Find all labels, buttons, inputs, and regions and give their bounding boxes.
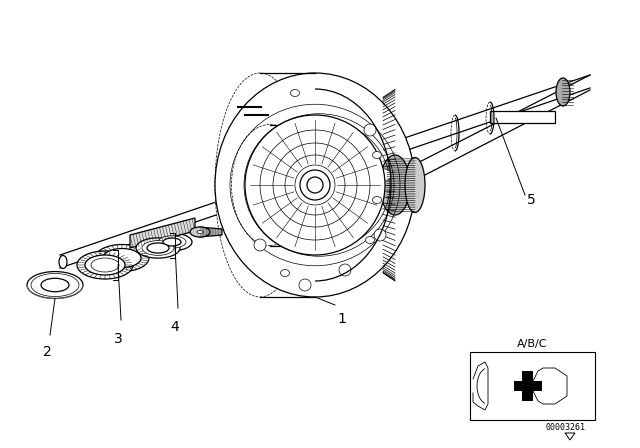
Ellipse shape	[280, 270, 289, 276]
Ellipse shape	[41, 278, 69, 292]
Ellipse shape	[307, 177, 323, 193]
Ellipse shape	[372, 197, 381, 203]
Ellipse shape	[254, 239, 266, 251]
Ellipse shape	[190, 227, 210, 237]
Ellipse shape	[260, 125, 370, 246]
Text: 4: 4	[171, 320, 179, 334]
Ellipse shape	[405, 158, 425, 212]
Bar	[513, 381, 541, 391]
Polygon shape	[199, 227, 222, 237]
Ellipse shape	[27, 271, 83, 298]
Ellipse shape	[299, 279, 311, 291]
Ellipse shape	[364, 124, 376, 136]
Bar	[470, 352, 595, 420]
Ellipse shape	[103, 249, 141, 267]
Text: A/B/C: A/B/C	[517, 339, 548, 349]
Ellipse shape	[91, 258, 119, 272]
Ellipse shape	[197, 231, 203, 233]
Bar	[522, 371, 533, 401]
Ellipse shape	[95, 245, 149, 271]
Ellipse shape	[147, 243, 169, 253]
Ellipse shape	[245, 115, 385, 255]
Ellipse shape	[379, 169, 391, 181]
Ellipse shape	[31, 273, 79, 297]
Ellipse shape	[291, 90, 300, 96]
Ellipse shape	[372, 151, 381, 159]
Ellipse shape	[365, 237, 374, 244]
Polygon shape	[130, 218, 195, 248]
Text: 3: 3	[114, 332, 122, 346]
Ellipse shape	[374, 229, 386, 241]
Text: 5: 5	[527, 193, 536, 207]
Text: 00003261: 00003261	[545, 423, 585, 432]
Text: 1: 1	[337, 312, 346, 326]
Ellipse shape	[136, 238, 180, 258]
Ellipse shape	[556, 78, 570, 106]
Text: 2: 2	[43, 345, 51, 359]
FancyBboxPatch shape	[490, 111, 555, 123]
Ellipse shape	[158, 236, 186, 248]
Ellipse shape	[339, 264, 351, 276]
Ellipse shape	[232, 125, 308, 246]
Ellipse shape	[85, 255, 125, 275]
Ellipse shape	[163, 238, 181, 246]
Ellipse shape	[215, 73, 305, 297]
Ellipse shape	[215, 73, 415, 297]
Ellipse shape	[77, 251, 133, 279]
Ellipse shape	[142, 241, 174, 255]
Ellipse shape	[152, 233, 192, 251]
Ellipse shape	[380, 155, 410, 215]
Ellipse shape	[59, 255, 67, 268]
Ellipse shape	[300, 170, 330, 200]
